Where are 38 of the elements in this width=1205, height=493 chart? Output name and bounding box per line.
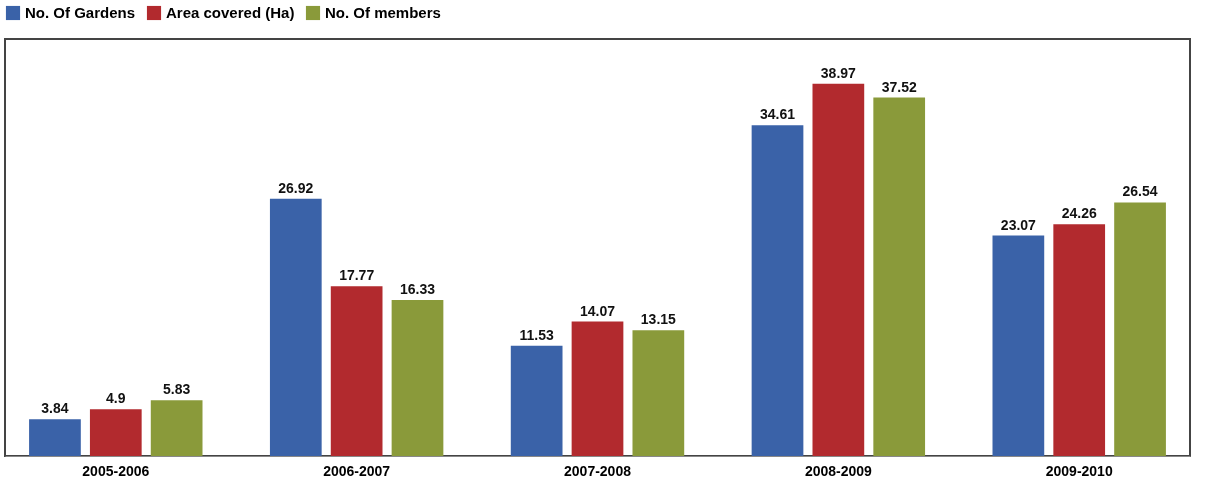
data-label: 3.84: [41, 400, 69, 417]
bar: [150, 400, 203, 456]
bar: [29, 419, 81, 456]
bar: [89, 409, 142, 456]
bar: [812, 83, 865, 456]
data-label: 34.61: [759, 106, 796, 123]
data-label: 14.07: [579, 302, 616, 319]
legend-label: Area covered (Ha): [166, 4, 295, 21]
bar: [269, 198, 322, 456]
bar: [632, 330, 685, 456]
data-label: 38.97: [820, 64, 857, 81]
bar: [873, 97, 926, 456]
data-label: 37.52: [881, 78, 917, 95]
x-tick-label: 2007-2008: [564, 462, 632, 479]
bar: [992, 235, 1045, 456]
legend-label: No. Of members: [325, 4, 441, 21]
data-label: 16.33: [399, 280, 436, 297]
bar: [391, 299, 444, 456]
legend-label: No. Of Gardens: [25, 4, 136, 21]
data-label: 11.53: [519, 326, 554, 343]
x-tick-label: 2009-2010: [1045, 462, 1113, 479]
bar: [1114, 202, 1166, 456]
data-label: 17.77: [339, 267, 375, 284]
x-tick-label: 2008-2009: [804, 462, 873, 479]
data-label: 5.83: [163, 381, 191, 398]
data-label: 13.15: [640, 311, 677, 328]
bar: [1053, 224, 1106, 456]
data-label: 24.26: [1061, 205, 1097, 222]
data-label: 26.92: [278, 179, 314, 196]
data-label: 26.54: [1122, 183, 1158, 200]
x-tick-label: 2006-2007: [323, 462, 391, 479]
bar: [510, 345, 563, 456]
data-label: 23.07: [1000, 216, 1037, 233]
bar: [330, 286, 383, 456]
data-label: 4.9: [106, 390, 126, 407]
bar: [571, 321, 624, 456]
bar: [751, 125, 804, 456]
x-tick-label: 2005-2006: [82, 462, 150, 479]
